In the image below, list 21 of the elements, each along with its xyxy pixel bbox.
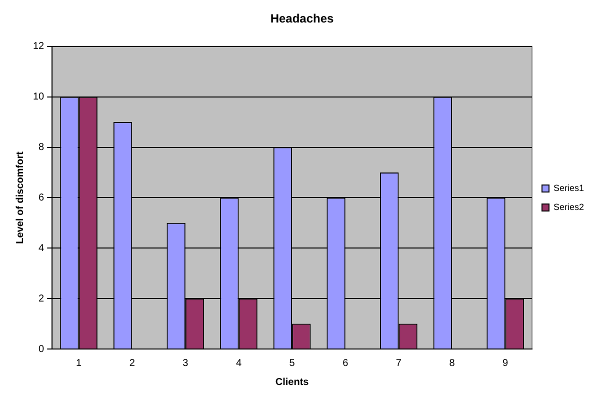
y-tick-label: 2: [38, 293, 45, 304]
y-tick-label: 0: [38, 344, 45, 355]
legend-label: Series2: [553, 202, 584, 212]
y-tick-label: 12: [33, 41, 45, 52]
x-tick-label: 3: [182, 358, 189, 369]
x-tick-label: 6: [342, 358, 349, 369]
x-axis-title: Clients: [275, 376, 310, 388]
x-tick-label: 9: [502, 358, 509, 369]
y-tick-label: 4: [38, 242, 45, 254]
x-tick-label: 2: [129, 358, 136, 369]
y-axis-title: Level of discomfort: [14, 150, 26, 244]
y-tick-label: 8: [38, 142, 45, 154]
y-tick-label: 10: [33, 92, 45, 103]
x-tick-label: 7: [396, 358, 402, 369]
x-tick-label: 4: [236, 358, 242, 369]
x-tick-label: 5: [289, 358, 296, 369]
chart-title: Headaches: [270, 12, 334, 26]
legend-label: Series1: [553, 182, 584, 193]
y-tick-label: 6: [38, 192, 45, 204]
x-tick-label: 1: [76, 358, 82, 369]
x-tick-label: 8: [449, 358, 456, 369]
